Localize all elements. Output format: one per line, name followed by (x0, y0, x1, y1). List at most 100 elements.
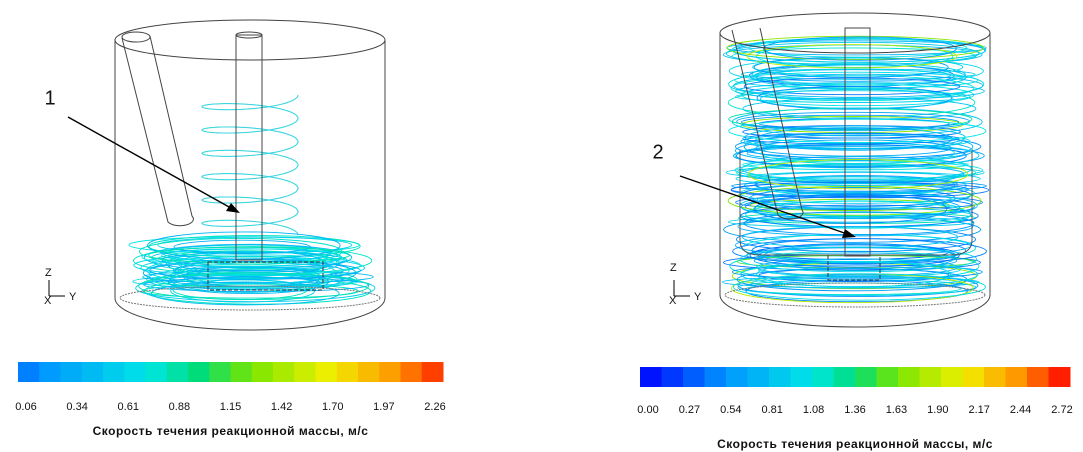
colorbar-tick: 0.06 (15, 401, 36, 413)
vessel-2: 2 Z Y X (652, 12, 991, 328)
streamline (739, 246, 978, 273)
streamline (728, 118, 987, 143)
colorbar-segment (421, 362, 444, 382)
colorbar-segment (400, 362, 423, 382)
colorbar-tick: 0.54 (720, 404, 741, 416)
colorbar-segment (640, 367, 662, 387)
streamlines-1 (128, 94, 376, 306)
axis-label: Z (45, 267, 52, 279)
arrow-head (842, 229, 856, 238)
streamline (732, 273, 986, 301)
vessel-base (724, 282, 986, 308)
streamlines-2 (721, 35, 990, 304)
colorbar-segment (103, 362, 125, 382)
streamline (735, 194, 983, 211)
colorbar-segment (790, 367, 813, 387)
streamline (725, 165, 985, 180)
colorbar-tick: 2.26 (424, 401, 445, 413)
colorbar-caption: Скорость течения реакционной массы, м/с (93, 424, 369, 438)
shaft (235, 34, 263, 261)
streamline (735, 82, 985, 100)
colorbar-tick: 1.90 (927, 404, 948, 416)
colorbar-tick: 0.00 (637, 404, 658, 416)
streamline (157, 236, 353, 254)
streamline (748, 38, 968, 58)
streamline (133, 254, 361, 277)
streamline (726, 40, 987, 56)
colorbar-segment (704, 367, 727, 387)
streamline (753, 252, 958, 269)
colorbar-tick: 1.15 (220, 401, 241, 413)
streamline (138, 272, 369, 300)
colorbar-segment (188, 362, 210, 382)
colorbar-tick: 2.72 (1051, 404, 1072, 416)
colorbar-segment (1005, 367, 1028, 387)
colorbar-tick: 2.44 (1010, 404, 1031, 416)
colorbar-segment (166, 362, 189, 382)
vessel-bottom (719, 294, 991, 328)
streamline (143, 243, 353, 271)
colorbar-segment (358, 362, 380, 382)
streamline (751, 62, 966, 87)
colorbar-segment (661, 367, 684, 387)
streamline (740, 261, 979, 288)
vessel-top (114, 19, 386, 61)
vessel-base (119, 285, 381, 311)
colorbar-tick: 0.88 (169, 401, 190, 413)
streamline (737, 216, 974, 237)
colorbar-segment (941, 367, 963, 387)
colorbar-segment (833, 367, 856, 387)
colorbar-segment (1048, 367, 1071, 387)
streamline (147, 231, 341, 260)
dip-tube (121, 35, 194, 227)
streamline (742, 132, 960, 145)
axis-label: Y (69, 291, 77, 303)
impeller (207, 261, 324, 291)
streamline (755, 139, 952, 157)
colorbar-tick: 2.17 (968, 404, 989, 416)
streamline (734, 134, 982, 159)
streamline (133, 246, 373, 275)
colorbar-segment (769, 367, 791, 387)
axis-label: X (44, 295, 52, 307)
colorbar-segment (855, 367, 877, 387)
colorbar-caption: Скорость течения реакционной массы, м/с (717, 437, 993, 451)
streamline (201, 94, 299, 236)
streamline (753, 200, 962, 217)
streamline (730, 181, 970, 197)
colorbar-segment (60, 362, 83, 382)
streamline (734, 71, 979, 89)
colorbar-segment (336, 362, 359, 382)
colorbar-segment (315, 362, 338, 382)
colorbar-segment (39, 362, 61, 382)
streamline (743, 211, 975, 236)
streamline (148, 246, 351, 264)
streamline (725, 41, 980, 66)
streamline (726, 35, 985, 60)
colorbar-segment (812, 367, 834, 387)
label: 1 (44, 87, 55, 109)
colorbar-tick: 1.08 (803, 404, 824, 416)
streamline (737, 274, 979, 297)
streamline (745, 280, 968, 303)
colorbar-segment (683, 367, 705, 387)
colorbar-segment (294, 362, 316, 382)
streamline (727, 87, 976, 118)
colorbar-tick: 0.34 (66, 401, 87, 413)
streamline (180, 255, 321, 280)
colorbar-segment (919, 367, 942, 387)
colorbar-segment (81, 362, 104, 382)
streamline (735, 90, 971, 103)
streamline (727, 185, 982, 216)
streamline (735, 171, 981, 186)
streamline (150, 281, 340, 306)
arrow (67, 116, 239, 213)
streamline (732, 238, 987, 265)
colorbar-tick: 1.70 (322, 401, 343, 413)
streamline (761, 243, 956, 272)
streamline (752, 57, 964, 77)
colorbar-segment (273, 362, 295, 382)
colorbar-segment (145, 362, 168, 382)
colorbar-segment (984, 367, 1006, 387)
axis-label: Y (694, 291, 702, 303)
